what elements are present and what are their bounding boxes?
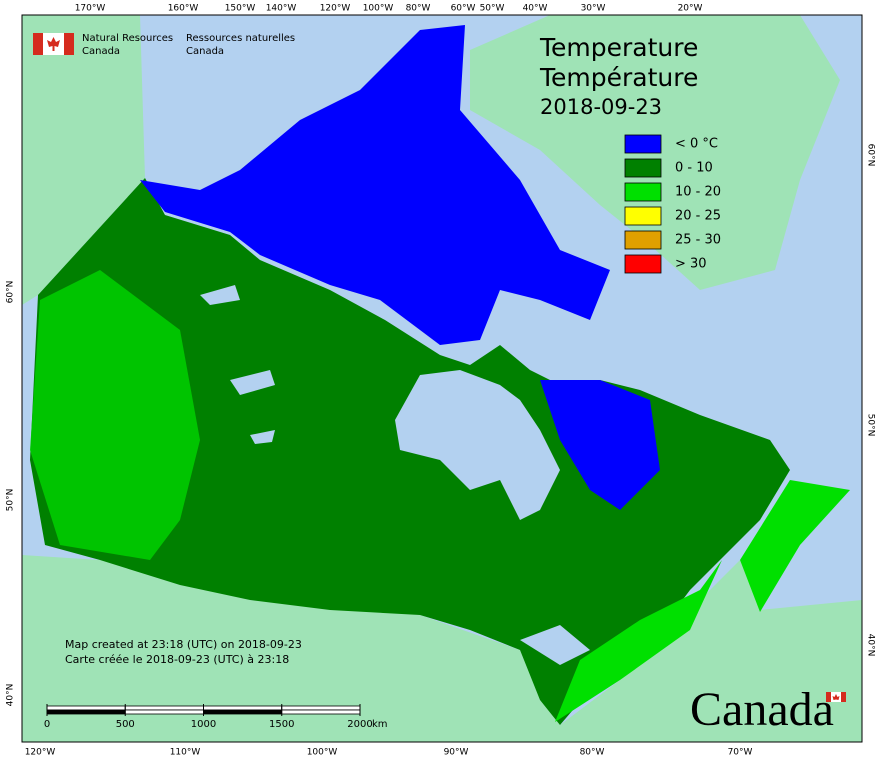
legend-label: < 0 °C	[675, 137, 718, 152]
graticule-label: 40°N	[6, 684, 16, 707]
graticule-label: 70°W	[728, 748, 753, 758]
scale-segment	[203, 705, 283, 711]
legend-swatch	[624, 206, 662, 226]
legend-label: 0 - 10	[675, 161, 713, 176]
graticule-label: 50°W	[480, 4, 505, 14]
lake	[250, 430, 275, 444]
scale-label: 2000	[347, 719, 372, 730]
usa	[22, 555, 862, 742]
wordmark: Canada	[690, 683, 834, 736]
scale-segment	[124, 705, 204, 711]
graticule-label: 40°W	[523, 4, 548, 14]
nrcan-flag	[33, 33, 74, 55]
graticule-label: 60°N	[866, 144, 876, 167]
legend-label: > 30	[675, 257, 707, 272]
scale-segment	[46, 705, 126, 711]
graticule-label: 160°W	[168, 4, 199, 14]
graticule-label: 30°W	[581, 4, 606, 14]
title-date: 2018-09-23	[540, 95, 662, 119]
graticule-label: 120°W	[25, 748, 56, 758]
scale-label: 1000	[191, 719, 216, 730]
legend-swatch	[624, 158, 662, 178]
legend-label: 20 - 25	[675, 209, 721, 224]
lake	[520, 625, 590, 665]
warm-maritimes	[740, 480, 850, 612]
graticule-label: 90°W	[444, 748, 469, 758]
scale-unit: km	[372, 719, 388, 730]
legend-swatch	[624, 230, 662, 250]
graticule-label: 60°N	[6, 281, 16, 304]
org-en: Canada	[82, 46, 120, 57]
legend-swatch	[624, 134, 662, 154]
warm-west	[30, 270, 200, 560]
org-en: Natural Resources	[82, 33, 173, 44]
graticule-label: 60°W	[451, 4, 476, 14]
graticule-label: 100°W	[307, 748, 338, 758]
org-fr: Canada	[186, 46, 224, 57]
scale-segment	[281, 709, 361, 715]
legend-swatch	[624, 182, 662, 202]
scale-segment	[124, 709, 204, 715]
graticule-label: 80°W	[406, 4, 431, 14]
graticule-label: 40°N	[866, 634, 876, 657]
legend-label: 10 - 20	[675, 185, 721, 200]
graticule-label: 150°W	[225, 4, 256, 14]
cold-arctic	[140, 25, 610, 345]
alaska	[22, 15, 145, 305]
cold-quebec	[540, 380, 660, 510]
legend-label: 25 - 30	[675, 233, 721, 248]
title-en: Temperature	[539, 33, 698, 62]
scale-label: 0	[44, 719, 50, 730]
scale-label: 1500	[269, 719, 294, 730]
lake	[230, 370, 275, 395]
org-fr: Ressources naturelles	[186, 33, 295, 44]
scale-segment	[203, 709, 283, 715]
graticule-label: 170°W	[75, 4, 106, 14]
warm-south	[555, 560, 722, 722]
hudson-bay	[395, 370, 560, 520]
graticule-label: 50°N	[6, 489, 16, 512]
graticule-label: 80°W	[580, 748, 605, 758]
wordmark-flag	[826, 692, 846, 702]
graticule-label: 20°W	[678, 4, 703, 14]
credit: Map created at 23:18 (UTC) on 2018-09-23	[65, 638, 302, 651]
graticule-label: 110°W	[170, 748, 201, 758]
scale-segment	[281, 705, 361, 711]
scale-segment	[46, 709, 126, 715]
graticule-label: 120°W	[320, 4, 351, 14]
graticule-label: 50°N	[866, 414, 876, 437]
title-fr: Température	[539, 63, 698, 92]
scale-label: 500	[116, 719, 135, 730]
map-frame	[21, 14, 863, 743]
legend-swatch	[624, 254, 662, 274]
graticule-label: 140°W	[266, 4, 297, 14]
credit: Carte créée le 2018-09-23 (UTC) à 23:18	[65, 653, 289, 666]
graticule-label: 100°W	[363, 4, 394, 14]
lake	[200, 285, 240, 305]
